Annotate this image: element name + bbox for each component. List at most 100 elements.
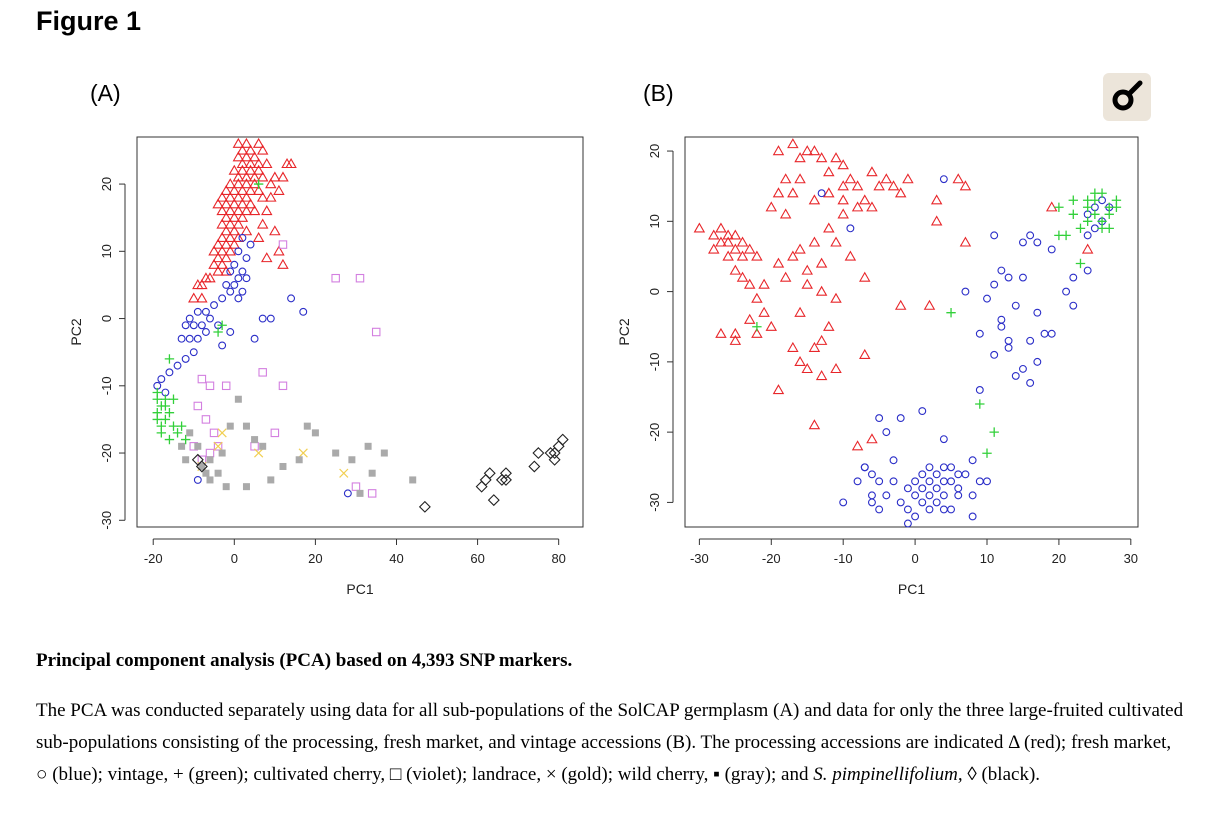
data-point bbox=[997, 266, 1006, 275]
data-point bbox=[830, 292, 842, 303]
data-point bbox=[193, 401, 203, 411]
data-point bbox=[1047, 329, 1056, 338]
figure-title: Figure 1 bbox=[36, 6, 142, 36]
data-point bbox=[212, 265, 224, 276]
data-point bbox=[499, 473, 512, 486]
data-point bbox=[252, 184, 265, 195]
data-point bbox=[224, 245, 237, 256]
data-point bbox=[240, 178, 253, 189]
data-point bbox=[269, 171, 281, 182]
data-point bbox=[918, 470, 927, 479]
data-point bbox=[875, 414, 884, 423]
data-point bbox=[160, 414, 171, 425]
data-point bbox=[152, 414, 162, 425]
data-point bbox=[232, 218, 245, 229]
data-point bbox=[242, 274, 251, 283]
data-point bbox=[218, 449, 226, 457]
data-point bbox=[277, 258, 289, 269]
x-tick-label: 80 bbox=[551, 551, 565, 566]
data-point bbox=[787, 187, 799, 198]
data-point bbox=[258, 314, 267, 323]
data-point bbox=[722, 250, 734, 261]
data-point bbox=[1033, 357, 1042, 366]
data-point bbox=[269, 225, 281, 236]
data-point bbox=[367, 489, 377, 498]
data-point bbox=[1104, 209, 1114, 219]
data-point bbox=[961, 287, 970, 296]
data-point bbox=[939, 491, 948, 500]
data-point bbox=[925, 505, 934, 514]
data-point bbox=[975, 477, 984, 486]
data-point bbox=[152, 387, 162, 398]
data-point bbox=[868, 498, 876, 507]
data-point bbox=[866, 433, 878, 444]
series-fresh-market bbox=[153, 233, 352, 498]
data-point bbox=[729, 243, 742, 254]
data-point bbox=[220, 211, 232, 222]
data-point bbox=[188, 292, 200, 303]
data-point bbox=[1045, 201, 1058, 212]
data-point bbox=[896, 498, 905, 507]
data-point bbox=[165, 368, 174, 377]
data-point bbox=[758, 306, 770, 317]
data-point bbox=[273, 245, 285, 256]
caption-body: The PCA was conducted separately using d… bbox=[36, 695, 1186, 791]
data-point bbox=[1026, 231, 1035, 240]
data-point bbox=[779, 208, 792, 219]
data-point bbox=[1068, 195, 1078, 205]
data-point bbox=[722, 236, 734, 247]
data-point bbox=[925, 463, 934, 472]
data-point bbox=[851, 201, 864, 212]
data-point bbox=[351, 482, 361, 491]
data-point bbox=[997, 322, 1006, 331]
data-point bbox=[903, 519, 912, 528]
data-point bbox=[209, 428, 219, 438]
data-point bbox=[801, 362, 813, 374]
panel-a-label: (A) bbox=[90, 80, 121, 106]
data-point bbox=[218, 341, 227, 350]
data-point bbox=[178, 442, 186, 450]
data-point bbox=[875, 477, 884, 486]
data-point bbox=[218, 294, 227, 303]
data-point bbox=[238, 287, 247, 296]
data-point bbox=[859, 194, 871, 205]
data-point bbox=[311, 429, 319, 437]
data-point bbox=[1083, 231, 1092, 240]
data-point bbox=[830, 152, 842, 163]
x-tick-label: 0 bbox=[911, 551, 918, 566]
data-point bbox=[216, 231, 228, 243]
data-point bbox=[532, 447, 545, 460]
data-point bbox=[248, 171, 261, 182]
data-point bbox=[947, 463, 955, 472]
data-point bbox=[266, 314, 275, 323]
data-point bbox=[273, 184, 285, 195]
data-point bbox=[1082, 216, 1093, 227]
data-point bbox=[925, 477, 934, 486]
data-point bbox=[779, 271, 792, 282]
data-point bbox=[844, 173, 857, 184]
data-point bbox=[939, 463, 948, 472]
data-point bbox=[808, 341, 821, 352]
data-point bbox=[918, 484, 927, 493]
data-point bbox=[1040, 329, 1049, 338]
data-point bbox=[226, 422, 234, 430]
zoom-button[interactable] bbox=[1103, 73, 1151, 121]
data-point bbox=[932, 484, 941, 493]
data-point bbox=[758, 278, 770, 289]
data-point bbox=[213, 327, 223, 337]
data-point bbox=[240, 225, 253, 236]
data-point bbox=[181, 354, 190, 363]
data-point bbox=[815, 370, 828, 381]
data-point bbox=[191, 453, 204, 466]
data-point bbox=[736, 271, 749, 282]
data-point bbox=[866, 201, 878, 212]
data-point bbox=[339, 468, 349, 478]
data-point bbox=[946, 307, 956, 318]
data-point bbox=[278, 381, 288, 391]
data-point bbox=[911, 477, 920, 486]
data-point bbox=[729, 327, 742, 338]
data-point bbox=[1069, 273, 1078, 282]
data-point bbox=[260, 205, 273, 216]
data-point bbox=[232, 178, 245, 189]
data-point bbox=[499, 467, 512, 480]
